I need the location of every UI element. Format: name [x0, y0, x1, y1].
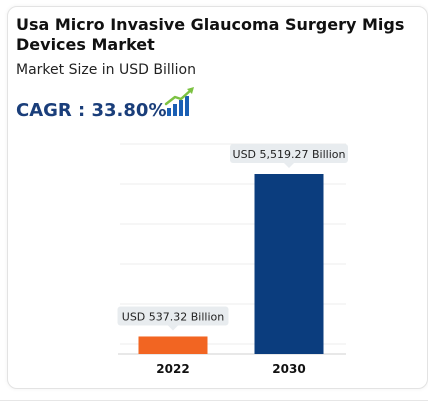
value-labels: USD 537.32 Billion USD 5,519.27 Billion	[117, 144, 348, 331]
value-label-text: USD 537.32 Billion	[122, 310, 224, 323]
bar-2030	[254, 174, 324, 354]
bar-2022	[138, 336, 208, 354]
value-label-box	[117, 306, 229, 326]
x-axis-ticks: 2022 2030	[156, 362, 305, 376]
divider	[0, 400, 428, 401]
x-tick-label-2022: 2022	[156, 362, 189, 376]
value-label-pointer	[284, 163, 294, 168]
cagr-label: CAGR : 33.80%	[16, 100, 167, 121]
bars	[138, 174, 324, 354]
value-label-pointer	[168, 325, 178, 331]
value-label-text: USD 5,519.27 Billion	[233, 148, 346, 161]
value-label-box	[230, 144, 348, 163]
growth-chart-icon	[164, 87, 194, 116]
value-label-2030: USD 5,519.27 Billion	[230, 144, 348, 168]
chart-subtitle: Market Size in USD Billion	[16, 62, 196, 78]
chart-title: Usa Micro Invasive Glaucoma Surgery Migs…	[16, 15, 405, 54]
x-tick-label-2030: 2030	[272, 362, 305, 376]
value-label-2022: USD 537.32 Billion	[117, 306, 229, 331]
